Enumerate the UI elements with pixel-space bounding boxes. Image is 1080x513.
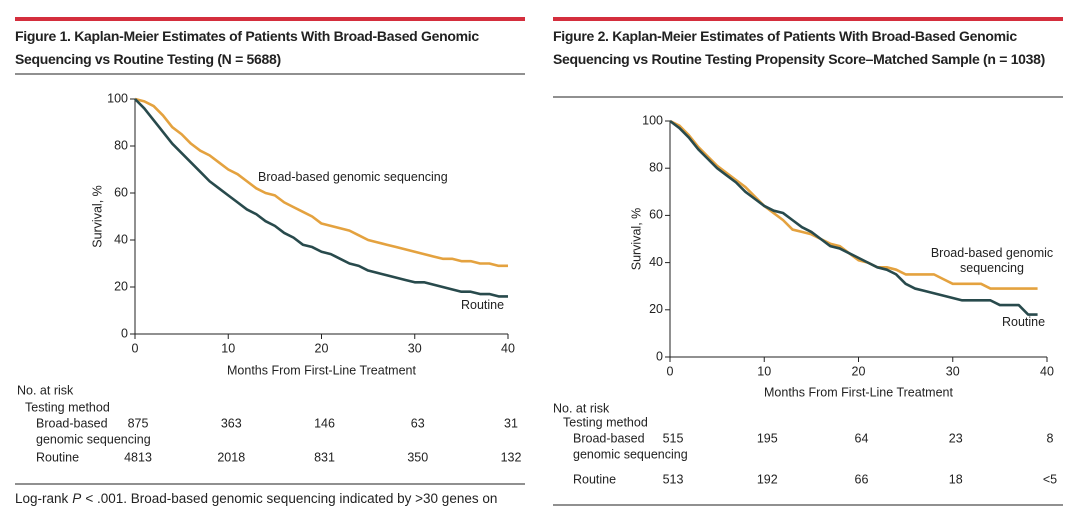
risk-row-label: genomic sequencing <box>36 432 151 446</box>
risk-count: 31 <box>504 416 518 430</box>
risk-row-label: Routine <box>36 450 79 464</box>
x-axis-label: Months From First-Line Treatment <box>227 363 416 377</box>
risk-count: 132 <box>501 450 522 464</box>
title-bar <box>553 17 1063 21</box>
y-axis-label: Survival, % <box>90 185 104 248</box>
risk-count: 18 <box>949 472 963 486</box>
y-tick-label: 20 <box>649 302 663 316</box>
x-tick-label: 30 <box>408 341 422 355</box>
y-tick-label: 0 <box>121 326 128 340</box>
x-tick-label: 10 <box>221 341 235 355</box>
x-tick-label: 0 <box>667 364 674 378</box>
y-tick-label: 80 <box>649 160 663 174</box>
footnote: Log-rank P < .001. Broad-based genomic seq… <box>15 491 527 506</box>
curve-label: Routine <box>461 298 505 312</box>
curve-label: Routine <box>1002 315 1046 329</box>
survival-curve <box>669 119 1038 316</box>
risk-group-label: Testing method <box>25 400 110 414</box>
x-tick-label: 10 <box>757 364 771 378</box>
risk-row-label: Broad-based <box>36 416 108 430</box>
curve-label: Broad-based genomic sequencing <box>258 170 448 184</box>
risk-row-label: Broad-based <box>573 431 645 445</box>
risk-count: 875 <box>128 416 149 430</box>
risk-count: 66 <box>855 472 869 486</box>
y-tick-label: 80 <box>114 138 128 152</box>
x-tick-label: 0 <box>132 341 139 355</box>
risk-count: 831 <box>314 450 335 464</box>
risk-group-label: Testing method <box>563 415 648 429</box>
curve-label: Broad-based genomic sequencing <box>930 246 1054 275</box>
x-tick-label: 40 <box>1040 364 1054 378</box>
risk-count: 195 <box>757 431 778 445</box>
y-tick-label: 20 <box>114 279 128 293</box>
x-tick-label: 20 <box>852 364 866 378</box>
risk-count: 350 <box>407 450 428 464</box>
y-tick-label: 100 <box>642 113 663 127</box>
risk-count: 363 <box>221 416 242 430</box>
survival-curve <box>134 98 508 298</box>
chart-title: Figure 1. Kaplan-Meier Estimates of Pati… <box>15 28 479 67</box>
risk-count: 8 <box>1047 431 1054 445</box>
footnote-prefix: Log-rank <box>15 491 69 506</box>
risk-count: 23 <box>949 431 963 445</box>
chart-title: Figure 2. Kaplan-Meier Estimates of Pati… <box>553 28 1045 67</box>
x-axis-label: Months From First-Line Treatment <box>764 385 953 399</box>
risk-count: 515 <box>663 431 684 445</box>
x-tick-label: 30 <box>946 364 960 378</box>
x-tick-label: 20 <box>315 341 329 355</box>
risk-table-title: No. at risk <box>553 401 610 415</box>
footnote-italic: P <box>72 491 82 506</box>
risk-table-title: No. at risk <box>17 383 74 397</box>
risk-row-label: Routine <box>573 472 616 486</box>
y-tick-label: 40 <box>649 255 663 269</box>
risk-count: 2018 <box>217 450 245 464</box>
risk-count: 146 <box>314 416 335 430</box>
title-bar <box>15 17 525 21</box>
survival-curve <box>134 97 508 268</box>
footnote-text: < .001. Broad-based genomic sequencing i… <box>85 491 498 506</box>
risk-row-label: genomic sequencing <box>573 447 688 461</box>
y-tick-label: 100 <box>107 91 128 105</box>
y-tick-label: 40 <box>114 232 128 246</box>
y-tick-label: 0 <box>656 349 663 363</box>
y-tick-label: 60 <box>114 185 128 199</box>
y-axis-label: Survival, % <box>629 208 643 271</box>
risk-count: 513 <box>663 472 684 486</box>
risk-count: 4813 <box>124 450 152 464</box>
risk-count: 64 <box>855 431 869 445</box>
risk-count: 192 <box>757 472 778 486</box>
risk-count: <5 <box>1043 472 1057 486</box>
x-tick-label: 40 <box>501 341 515 355</box>
risk-count: 63 <box>411 416 425 430</box>
y-tick-label: 60 <box>649 208 663 222</box>
